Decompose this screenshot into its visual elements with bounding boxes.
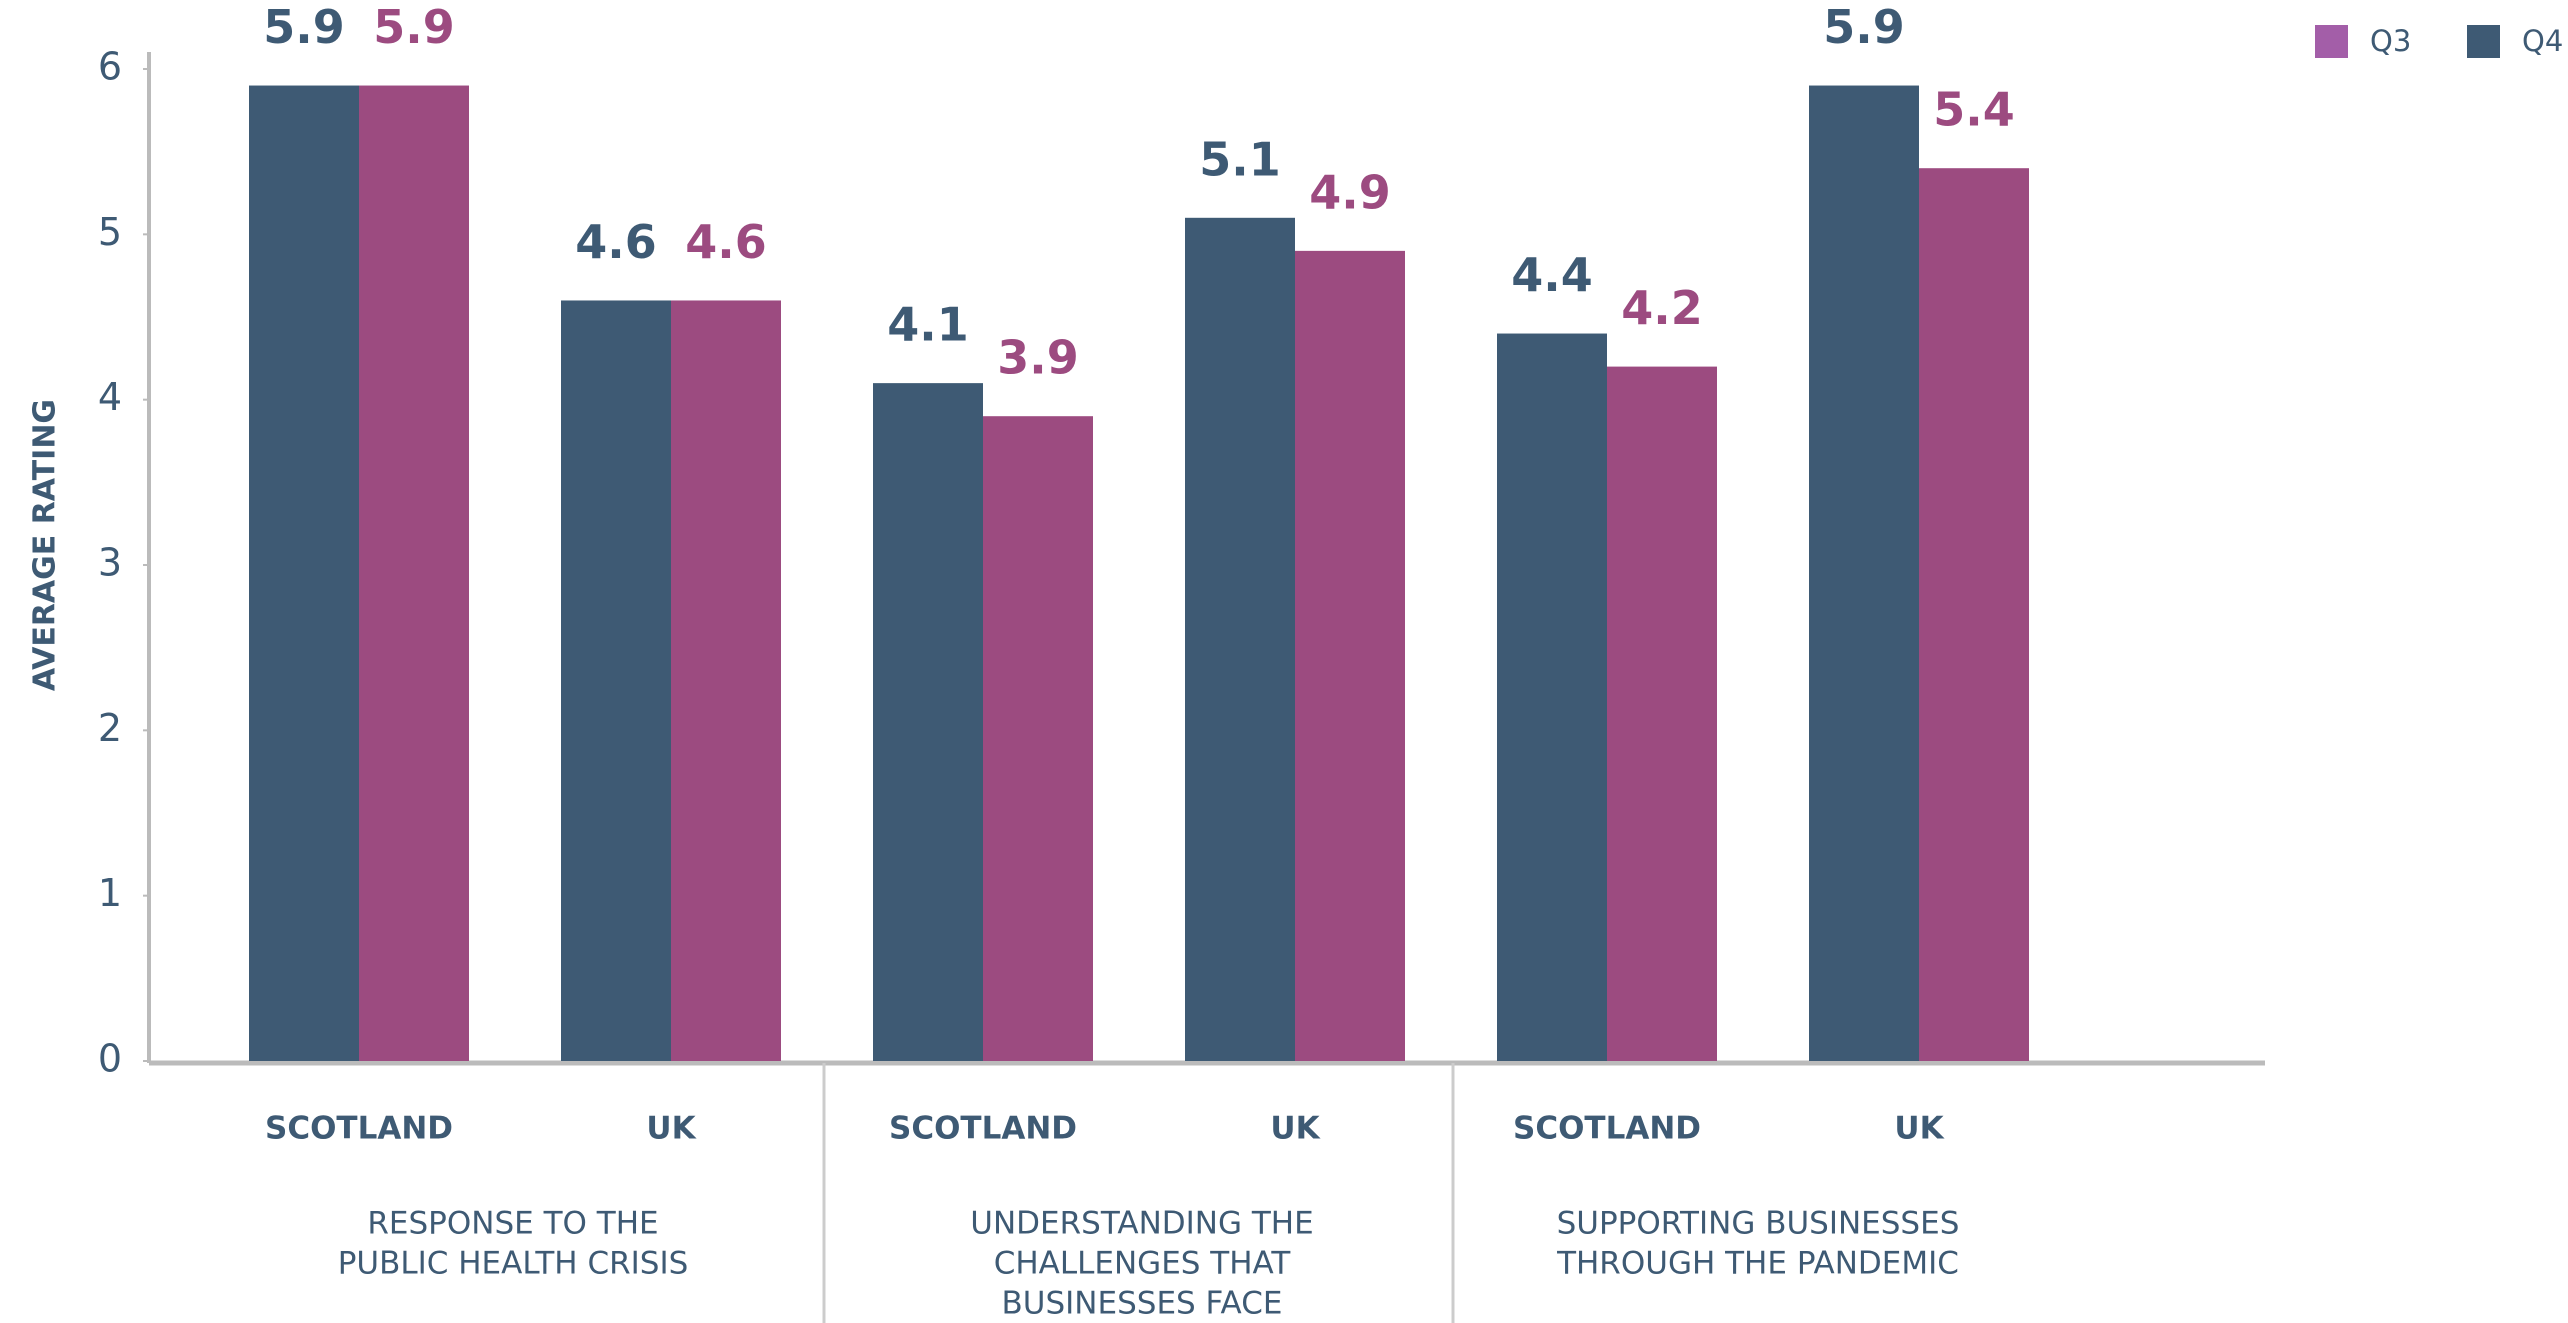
group-label: BUSINESSES FACE — [1002, 1286, 1283, 1322]
value-label: 5.9 — [1823, 0, 1905, 54]
y-tick-label: 6 — [98, 45, 122, 89]
value-label: 4.6 — [685, 215, 767, 269]
value-label: 3.9 — [997, 331, 1079, 385]
value-label: 5.4 — [1933, 83, 2015, 137]
y-axis-title: AVERAGE RATING — [28, 399, 63, 691]
value-label: 4.2 — [1621, 281, 1703, 335]
bar — [1607, 366, 1717, 1062]
x-tick-label: UK — [646, 1111, 696, 1147]
value-label: 5.1 — [1199, 132, 1281, 186]
group-label: SUPPORTING BUSINESSES — [1557, 1206, 1960, 1242]
value-label: 4.6 — [575, 215, 657, 269]
value-label: 4.9 — [1309, 165, 1391, 219]
group-label: UNDERSTANDING THE — [970, 1206, 1313, 1242]
bar — [983, 416, 1093, 1061]
bar — [359, 85, 469, 1062]
x-tick-label: UK — [1270, 1111, 1320, 1147]
y-tick-label: 2 — [98, 706, 122, 750]
value-label: 5.9 — [373, 0, 455, 54]
bar — [249, 85, 359, 1062]
bar — [1185, 217, 1295, 1062]
y-tick-label: 0 — [98, 1037, 122, 1081]
y-tick-label: 3 — [98, 541, 122, 585]
value-label: 4.1 — [887, 298, 969, 352]
bar — [1809, 85, 1919, 1062]
bar — [1295, 250, 1405, 1061]
group-label: RESPONSE TO THE — [367, 1206, 658, 1242]
bar — [671, 300, 781, 1061]
group-label: CHALLENGES THAT — [994, 1246, 1292, 1282]
legend-label: Q4 — [2522, 24, 2563, 58]
legend-label: Q3 — [2370, 24, 2411, 58]
legend-swatch — [2315, 25, 2348, 58]
x-tick-label: UK — [1894, 1111, 1944, 1147]
y-tick-label: 5 — [98, 210, 122, 254]
legend-swatch — [2467, 25, 2500, 58]
y-tick-label: 4 — [98, 375, 122, 419]
bar — [561, 300, 671, 1061]
bar — [1919, 168, 2029, 1061]
y-tick-label: 1 — [98, 871, 122, 915]
bar — [1497, 333, 1607, 1061]
group-label: PUBLIC HEALTH CRISIS — [338, 1246, 689, 1282]
group-label: THROUGH THE PANDEMIC — [1556, 1246, 1959, 1282]
value-label: 4.4 — [1511, 248, 1593, 302]
x-tick-label: SCOTLAND — [889, 1111, 1077, 1147]
x-tick-label: SCOTLAND — [265, 1111, 453, 1147]
x-tick-label: SCOTLAND — [1513, 1111, 1701, 1147]
bar — [873, 383, 983, 1062]
value-label: 5.9 — [263, 0, 345, 54]
